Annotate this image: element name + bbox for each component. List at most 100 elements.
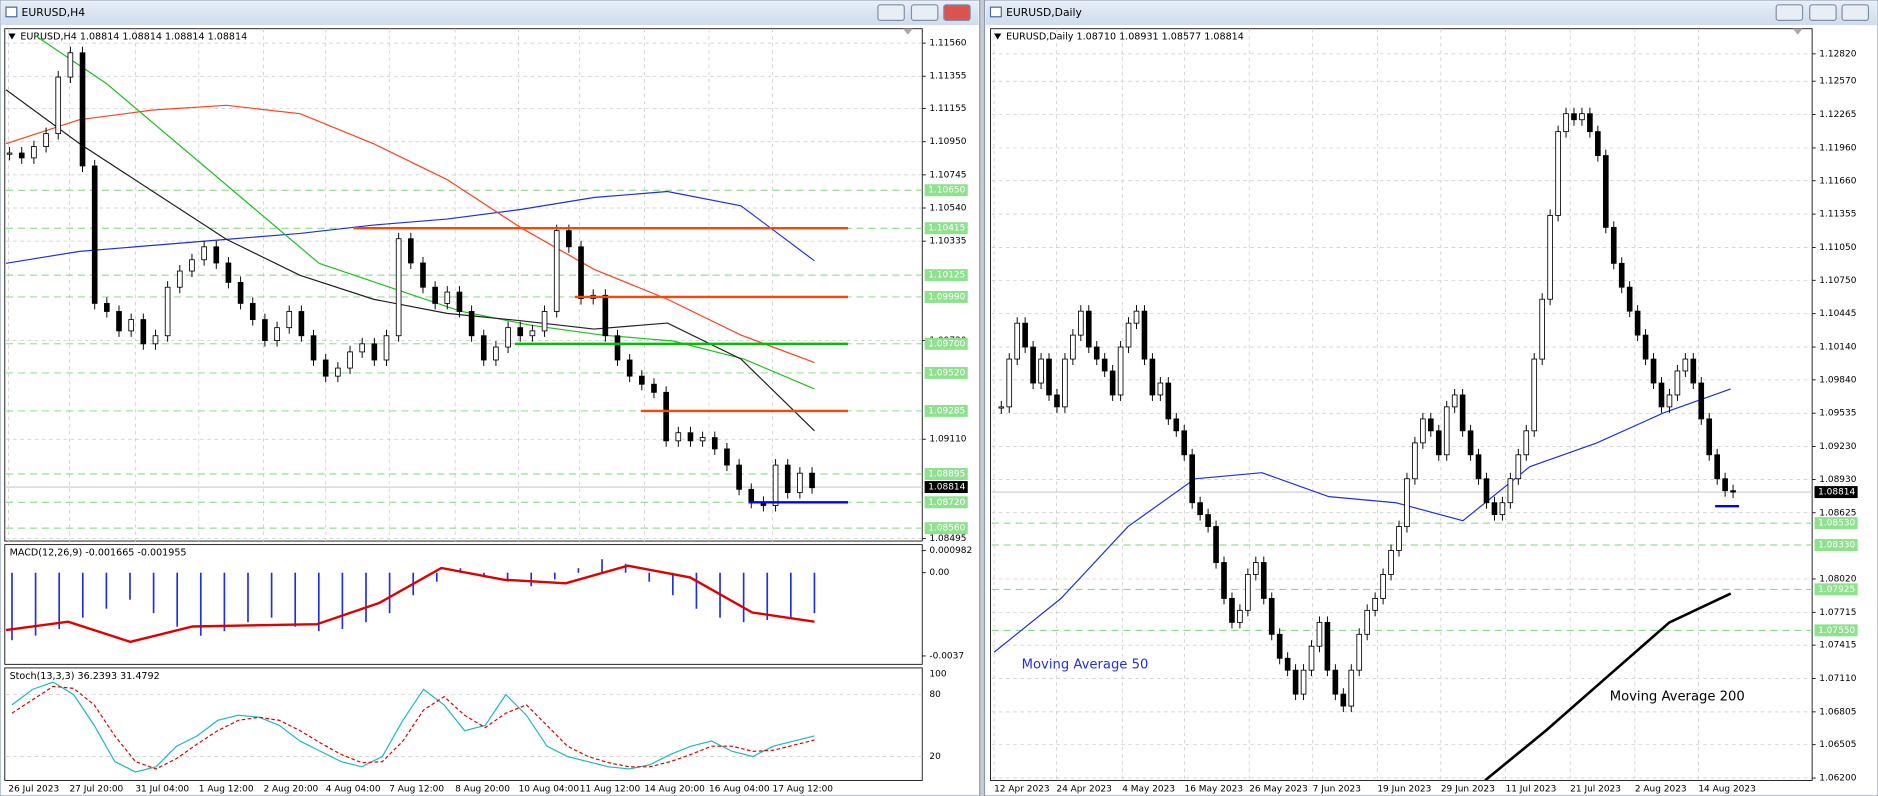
minimize-button[interactable]: [1775, 4, 1804, 21]
candle-body: [675, 432, 682, 442]
price-label: 1.10140: [1819, 343, 1856, 353]
candle-body: [6, 152, 13, 155]
candle-body: [1626, 286, 1633, 312]
candle-body: [1459, 394, 1466, 432]
level-label-bg: [1814, 517, 1858, 530]
candle-body: [1284, 657, 1291, 671]
price-label: 1.06805: [1819, 707, 1856, 717]
macd-signal: [5, 564, 815, 644]
date-label: 11 Jul 2023: [1506, 784, 1557, 794]
candle-body: [1531, 358, 1538, 432]
candle-body: [1332, 669, 1339, 695]
level-label: 1.08895: [928, 469, 965, 479]
level-label-bg: [924, 467, 968, 480]
price-label: 1.09230: [1819, 442, 1856, 452]
level-label-bg: [1814, 539, 1858, 552]
price-label: 1.11560: [929, 39, 966, 49]
candle-body: [1054, 394, 1060, 408]
candle-body: [1412, 442, 1418, 480]
candle-body: [1388, 550, 1394, 575]
price-label: 1.11960: [1819, 143, 1856, 153]
candle-body: [128, 319, 134, 332]
price-label: 1.08930: [1819, 475, 1856, 485]
price-label: 1.12265: [1819, 110, 1856, 120]
window-title: EURUSD,H4: [22, 6, 86, 19]
candle-body: [809, 472, 815, 489]
candle-body: [1515, 454, 1522, 480]
candle-body: [529, 330, 536, 337]
date-label: 21 Jul 2023: [1570, 784, 1621, 794]
plot-area: [990, 28, 1813, 781]
candle-body: [104, 302, 110, 312]
maximize-button[interactable]: [1809, 4, 1837, 21]
main-panel: [5, 35, 815, 512]
minimize-button[interactable]: [877, 4, 905, 21]
annotation: Moving Average 50: [1022, 657, 1149, 672]
candle-body: [1141, 310, 1148, 360]
candle-body: [432, 286, 438, 304]
candle-body: [1595, 131, 1601, 157]
candle-body: [286, 311, 293, 329]
candle-body: [602, 294, 609, 337]
current-price-label: 1.08814: [1818, 488, 1855, 498]
annotation: Moving Average 200: [1610, 690, 1745, 705]
close-button[interactable]: [943, 4, 971, 21]
candle-body: [31, 146, 37, 159]
candle-body: [1618, 262, 1625, 288]
date-label: 16 Aug 04:00: [709, 784, 770, 794]
candle-body: [1117, 346, 1124, 396]
level-label-bg: [1814, 624, 1858, 637]
candle-body: [1658, 382, 1665, 408]
candle-body: [1682, 358, 1689, 372]
candle-body: [1563, 113, 1569, 133]
candle-body: [1109, 370, 1116, 396]
candle-body: [1714, 454, 1720, 480]
candle-body: [1189, 454, 1195, 504]
stoch-axis-label: 100: [929, 669, 946, 679]
level-label-bg: [924, 184, 968, 197]
close-button[interactable]: [1841, 4, 1870, 21]
level-label: 1.09700: [928, 339, 965, 349]
candle-body: [517, 327, 524, 337]
chart-window: EURUSD,Daily 1.12820 1.12570 1.12265 1.11960…: [983, 0, 1878, 796]
candle-body: [1483, 478, 1490, 504]
level-label-bg: [924, 522, 968, 535]
date-label: 14 Aug 2023: [1698, 784, 1755, 794]
date-label: 11 Aug 12:00: [580, 784, 641, 794]
macd-axis-label: 0.000982: [929, 546, 972, 556]
title-bar: [985, 1, 1877, 26]
candle-body: [1268, 598, 1275, 635]
candle-body: [1404, 478, 1410, 527]
maximize-button[interactable]: [910, 4, 939, 21]
candle-body: [1356, 633, 1363, 671]
candle-body: [1571, 113, 1577, 121]
candle-body: [298, 311, 305, 337]
candle-body: [1539, 298, 1545, 360]
candle-body: [736, 464, 742, 490]
candle-body: [1038, 358, 1044, 384]
date-label: 27 Jul 20:00: [69, 784, 123, 794]
candle-body: [566, 230, 572, 248]
candle-body: [1698, 382, 1705, 420]
candle-body: [687, 432, 694, 442]
candle-body: [1205, 514, 1211, 527]
candle-body: [1523, 430, 1530, 456]
candle-body: [1260, 562, 1267, 599]
candle-body: [407, 238, 414, 264]
price-label: 1.12570: [1819, 77, 1856, 87]
candle-body: [651, 383, 657, 393]
scroll-marker: [1792, 28, 1803, 35]
candle-body: [724, 448, 730, 466]
candle-body: [1372, 598, 1378, 611]
candle-body: [1420, 418, 1426, 444]
level-label: 1.09990: [928, 292, 965, 302]
candle-body: [176, 270, 183, 288]
candle-body: [1348, 669, 1355, 707]
macd-axis-label: -0.0037: [929, 651, 964, 661]
price-label: 1.10745: [929, 170, 966, 180]
level-label-bg: [924, 290, 968, 303]
candle-body: [1674, 370, 1681, 396]
candle-body: [1555, 131, 1561, 216]
candle-body: [1587, 113, 1593, 133]
scroll-marker: [903, 28, 913, 35]
